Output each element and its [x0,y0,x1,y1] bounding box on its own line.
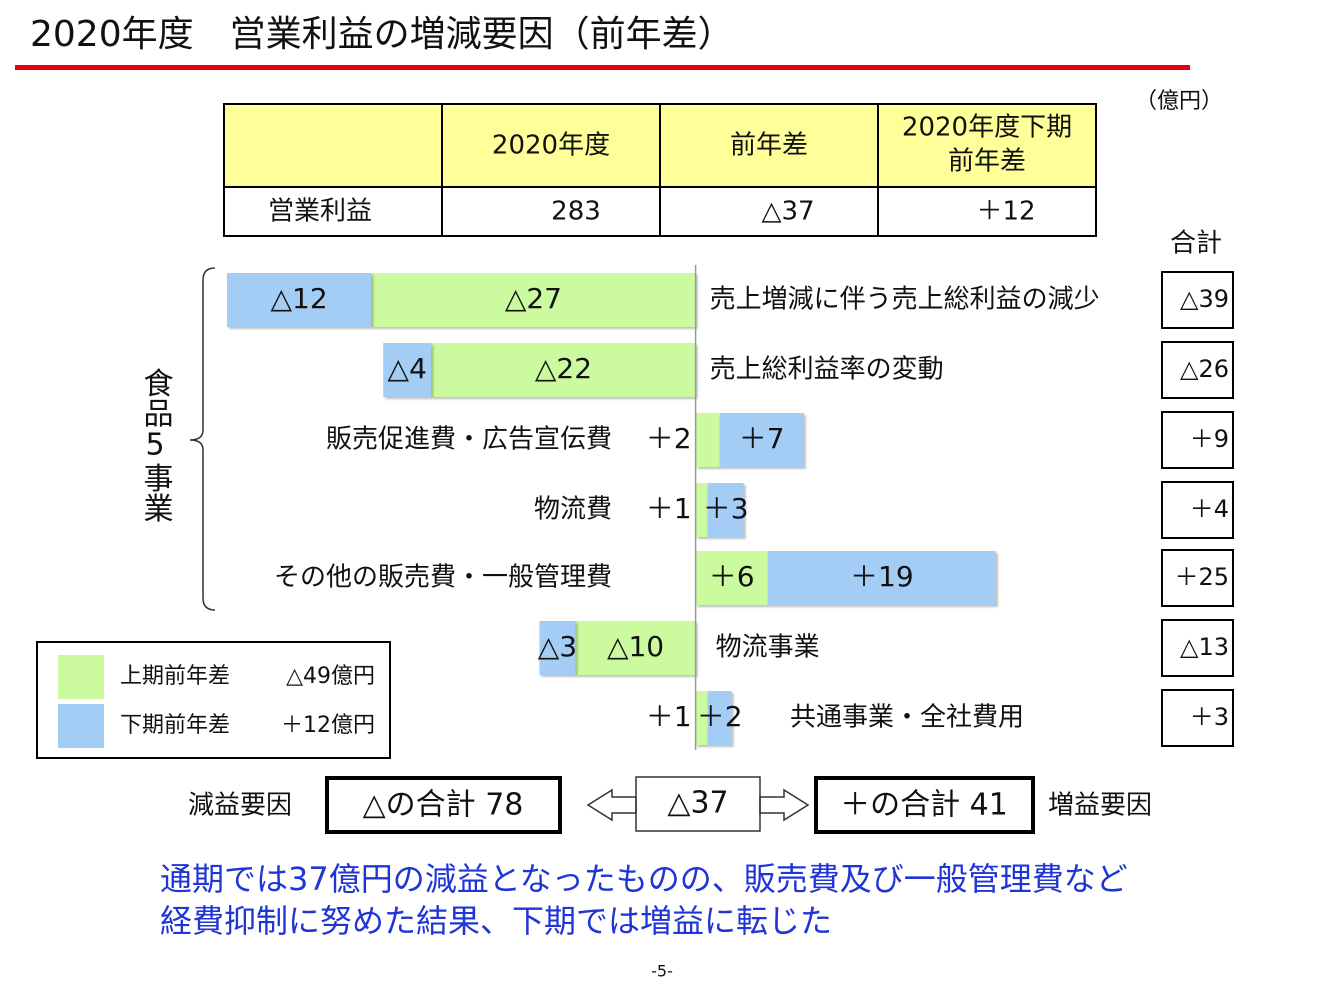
bar [695,551,768,605]
category-label: 物流事業 [716,633,820,663]
totals-title: 合計 [1170,229,1222,259]
table-grid [223,103,1097,237]
bar [719,413,804,467]
legend-swatch [58,655,104,699]
total-box [1161,619,1234,677]
value-label: ＋7 [739,422,785,455]
value-label: ＋2 [697,700,743,733]
summary-box [814,776,1035,834]
summary-box [325,776,562,834]
total-box [1161,481,1234,539]
bar [227,273,372,327]
legend-label: 上期前年差 [120,664,230,689]
unit: （億円） [1135,89,1223,114]
total-label: △13 [1180,633,1229,661]
value-label: ＋1 [646,492,692,525]
table-cell: 営業利益 [268,197,372,227]
value-label: △3 [538,630,577,663]
title-rule [15,65,1190,70]
total-label: ＋3 [1190,703,1229,731]
value-label: ＋3 [703,492,749,525]
legend-label: 下期前年差 [120,713,230,738]
value-label: △27 [505,282,562,315]
note: 経費抑制に努めた結果、下期では増益に転じた [160,902,832,940]
page-number: -5- [651,962,673,981]
bar [371,273,696,327]
table-cell: 283 [551,197,601,227]
total-box [1161,341,1234,399]
category-label: 物流費 [534,495,612,525]
summary-label: 減益要因 [188,791,292,821]
arrow [759,788,810,822]
note: 通期では37億円の減益となったものの、販売費及び一般管理費など [160,860,1128,898]
title: 2020年度 営業利益の増減要因（前年差） [30,14,734,55]
arrow [586,788,637,822]
summary-box-text: △の合計 78 [363,788,524,823]
summary-label: 増益要因 [1048,791,1152,821]
bar [707,691,732,745]
category-label: 共通事業・全社費用 [790,703,1024,733]
value-label: △4 [388,352,427,385]
category-label: 売上総利益率の変動 [710,355,944,385]
bar [695,483,708,537]
bar [695,413,720,467]
value-label: △12 [271,282,328,315]
total-box [1161,271,1234,329]
value-label: △10 [607,630,664,663]
value-label: ＋1 [646,700,692,733]
table-header: 2020年度下期 [902,113,1072,143]
group-brace [189,267,216,611]
legend-total: △49億円 [286,664,375,689]
bar [707,483,744,537]
bar [539,621,576,675]
table-cell: △37 [761,197,814,227]
value-label: ＋2 [646,422,692,455]
total-box [1161,689,1234,747]
total-label: ＋4 [1190,495,1229,523]
total-box [1161,549,1234,607]
value-label: ＋19 [850,560,914,593]
total-label: △39 [1180,285,1229,313]
bar [695,691,708,745]
category-label: 売上増減に伴う売上総利益の減少 [710,285,1100,315]
value-label: ＋6 [709,560,755,593]
legend-swatch [58,704,104,748]
table-header: 前年差 [730,131,808,161]
category-label: その他の販売費・一般管理費 [274,563,612,593]
bar [383,343,432,397]
summary-box-text: ＋の合計 41 [840,788,1008,823]
bar [431,343,696,397]
table-header: 2020年度 [492,131,610,161]
category-label: 販売促進費・広告宣伝費 [326,425,612,455]
total-label: △26 [1180,355,1229,383]
total-label: ＋25 [1174,563,1229,591]
total-box [1161,411,1234,469]
legend-total: ＋12億円 [281,713,375,738]
value-label: △22 [535,352,592,385]
table-header: 前年差 [948,147,1026,177]
bar [767,551,996,605]
bar [575,621,696,675]
group-label: 食品5事業 [138,368,173,523]
total-label: ＋9 [1190,425,1229,453]
summary-center: △37 [667,786,728,821]
table-cell: ＋12 [976,197,1035,227]
